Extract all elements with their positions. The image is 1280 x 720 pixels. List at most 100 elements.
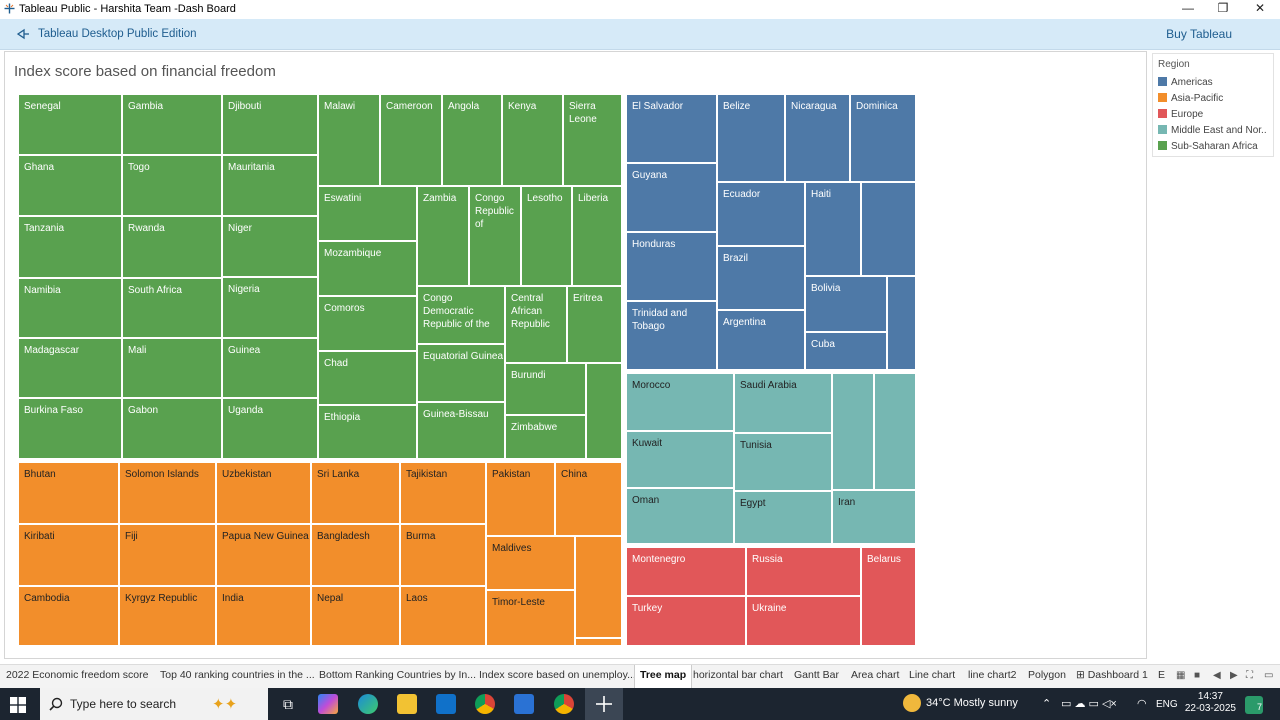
tab-gantt-bar[interactable]: Gantt Bar <box>794 669 839 681</box>
treemap-tile-el-salvador[interactable]: El Salvador <box>626 94 717 163</box>
treemap-tile[interactable] <box>586 363 622 459</box>
show-sheet-sorter-icon[interactable]: ▦ <box>1176 670 1186 681</box>
treemap-tile-solomon-islands[interactable]: Solomon Islands <box>119 462 216 524</box>
clock[interactable]: 14:37 22-03-2025 <box>1185 691 1236 715</box>
treemap-tile-guinea-bissau[interactable]: Guinea-Bissau <box>417 402 505 459</box>
treemap-tile-dominica[interactable]: Dominica <box>850 94 916 182</box>
treemap-tile-kiribati[interactable]: Kiribati <box>18 524 119 586</box>
treemap-tile-liberia[interactable]: Liberia <box>572 186 622 286</box>
chrome-profile-icon[interactable] <box>554 694 574 714</box>
treemap-tile-mauritania[interactable]: Mauritania <box>222 155 318 216</box>
treemap-tile-nigeria[interactable]: Nigeria <box>222 277 318 338</box>
copilot-sparkle-icon[interactable]: ✦✦ <box>212 696 238 713</box>
legend-item-europe[interactable]: Europe <box>1158 109 1274 123</box>
fullscreen-icon[interactable]: ⛶ <box>1246 670 1253 681</box>
treemap-tile-zambia[interactable]: Zambia <box>417 186 469 286</box>
treemap-tile-burma[interactable]: Burma <box>400 524 486 586</box>
treemap-tile-brazil[interactable]: Brazil <box>717 246 805 310</box>
tab-top-40-ranking[interactable]: Top 40 ranking countries in the ... <box>160 669 315 681</box>
legend-item-sub-saharan-africa[interactable]: Sub-Saharan Africa <box>1158 141 1274 155</box>
treemap-tile-namibia[interactable]: Namibia <box>18 278 122 338</box>
treemap-tile-pakistan[interactable]: Pakistan <box>486 462 555 536</box>
treemap-tile-china[interactable]: China <box>555 462 622 536</box>
treemap-tile-lesotho[interactable]: Lesotho <box>521 186 572 286</box>
treemap-tile-tunisia[interactable]: Tunisia <box>734 433 832 491</box>
treemap-tile-sierra-leone[interactable]: Sierra Leone <box>563 94 622 186</box>
treemap-tile-congo-republic-of[interactable]: Congo Republic of <box>469 186 521 286</box>
treemap-tile-burkina-faso[interactable]: Burkina Faso <box>18 398 122 459</box>
treemap-tile-bangladesh[interactable]: Bangladesh <box>311 524 400 586</box>
treemap-tile-laos[interactable]: Laos <box>400 586 486 646</box>
treemap-tile-cambodia[interactable]: Cambodia <box>18 586 119 646</box>
treemap-tile-central-african-republic[interactable]: Central African Republic <box>505 286 567 363</box>
tab-polygon[interactable]: Polygon <box>1028 669 1066 681</box>
treemap-tile-argentina[interactable]: Argentina <box>717 310 805 370</box>
treemap-tile-haiti[interactable]: Haiti <box>805 182 861 276</box>
treemap-tile-ghana[interactable]: Ghana <box>18 155 122 216</box>
treemap-tile-kyrgyz-republic[interactable]: Kyrgyz Republic <box>119 586 216 646</box>
treemap-tile[interactable] <box>575 536 622 638</box>
wifi-icon[interactable]: ◠ <box>1137 698 1147 710</box>
treemap-tile[interactable] <box>887 276 916 370</box>
show-hidden-icons-chevron[interactable]: ⌃ <box>1042 698 1052 710</box>
treemap-tile-timor-leste[interactable]: Timor-Leste <box>486 590 575 646</box>
notification-badge[interactable]: 7 <box>1245 696 1263 714</box>
minimize-button[interactable]: — <box>1182 1 1194 15</box>
treemap-tile-congo-democratic-republic-of-the[interactable]: Congo Democratic Republic of the <box>417 286 505 344</box>
treemap-tile-comoros[interactable]: Comoros <box>318 296 417 351</box>
treemap-tile-uganda[interactable]: Uganda <box>222 398 318 459</box>
language-indicator[interactable]: ENG <box>1156 699 1178 710</box>
treemap-tile-angola[interactable]: Angola <box>442 94 502 186</box>
treemap-tile-eritrea[interactable]: Eritrea <box>567 286 622 363</box>
tab-area-chart[interactable]: Area chart <box>851 669 900 681</box>
treemap-tile-tajikistan[interactable]: Tajikistan <box>400 462 486 524</box>
treemap-tile-chad[interactable]: Chad <box>318 351 417 405</box>
share-icon[interactable] <box>16 27 30 41</box>
treemap-tile-eswatini[interactable]: Eswatini <box>318 186 417 241</box>
next-tab-icon[interactable]: ▶ <box>1230 670 1238 681</box>
treemap-tile-oman[interactable]: Oman <box>626 488 734 544</box>
treemap-tile-cameroon[interactable]: Cameroon <box>380 94 442 186</box>
tab-line-chart2[interactable]: line chart2 <box>968 669 1017 681</box>
edge-browser-icon[interactable] <box>358 694 378 714</box>
treemap-tile-tanzania[interactable]: Tanzania <box>18 216 122 278</box>
treemap-tile-ukraine[interactable]: Ukraine <box>746 596 861 646</box>
present-icon[interactable]: ▭ <box>1264 670 1274 681</box>
treemap-tile-morocco[interactable]: Morocco <box>626 373 734 431</box>
treemap-tile-south-africa[interactable]: South Africa <box>122 278 222 338</box>
treemap-tile-kuwait[interactable]: Kuwait <box>626 431 734 488</box>
treemap-tile-guinea[interactable]: Guinea <box>222 338 318 398</box>
treemap-tile-kenya[interactable]: Kenya <box>502 94 563 186</box>
task-view-icon[interactable]: ⧉ <box>283 696 293 712</box>
tab-horizontal-bar-chart[interactable]: horizontal bar chart <box>693 669 783 681</box>
treemap-tile-uzbekistan[interactable]: Uzbekistan <box>216 462 311 524</box>
tab-dashboard-1[interactable]: ⊞ Dashboard 1 <box>1076 669 1148 681</box>
weather-icon[interactable] <box>903 694 921 712</box>
treemap-tile-sri-lanka[interactable]: Sri Lanka <box>311 462 400 524</box>
treemap-tile-guyana[interactable]: Guyana <box>626 163 717 232</box>
treemap-tile-cuba[interactable]: Cuba <box>805 332 887 370</box>
treemap-tile-belarus[interactable]: Belarus <box>861 547 916 646</box>
treemap-tile-ecuador[interactable]: Ecuador <box>717 182 805 246</box>
treemap-tile-belize[interactable]: Belize <box>717 94 785 182</box>
treemap-tile-equatorial-guinea[interactable]: Equatorial Guinea <box>417 344 505 402</box>
treemap-tile[interactable] <box>861 182 916 276</box>
treemap-tile[interactable] <box>832 373 874 490</box>
taskbar-search-box[interactable]: Type here to search ✦✦ <box>40 688 268 720</box>
copilot-icon[interactable] <box>318 694 338 714</box>
treemap-tile-papua-new-guinea[interactable]: Papua New Guinea <box>216 524 311 586</box>
treemap-tile-malawi[interactable]: Malawi <box>318 94 380 186</box>
treemap-tile-gabon[interactable]: Gabon <box>122 398 222 459</box>
treemap-tile-russia[interactable]: Russia <box>746 547 861 596</box>
treemap-tile[interactable] <box>874 373 916 490</box>
treemap-tile-rwanda[interactable]: Rwanda <box>122 216 222 278</box>
tab-index-unemployment[interactable]: Index score based on unemploy... <box>479 669 636 681</box>
treemap-tile-djibouti[interactable]: Djibouti <box>222 94 318 155</box>
treemap-tile-burundi[interactable]: Burundi <box>505 363 586 415</box>
prev-tab-icon[interactable]: ◀ <box>1213 670 1221 681</box>
chrome-icon[interactable] <box>475 694 495 714</box>
treemap-tile-togo[interactable]: Togo <box>122 155 222 216</box>
treemap-tile[interactable] <box>575 638 622 646</box>
treemap-tile-trinidad-and-tobago[interactable]: Trinidad and Tobago <box>626 301 717 370</box>
treemap-tile-india[interactable]: India <box>216 586 311 646</box>
